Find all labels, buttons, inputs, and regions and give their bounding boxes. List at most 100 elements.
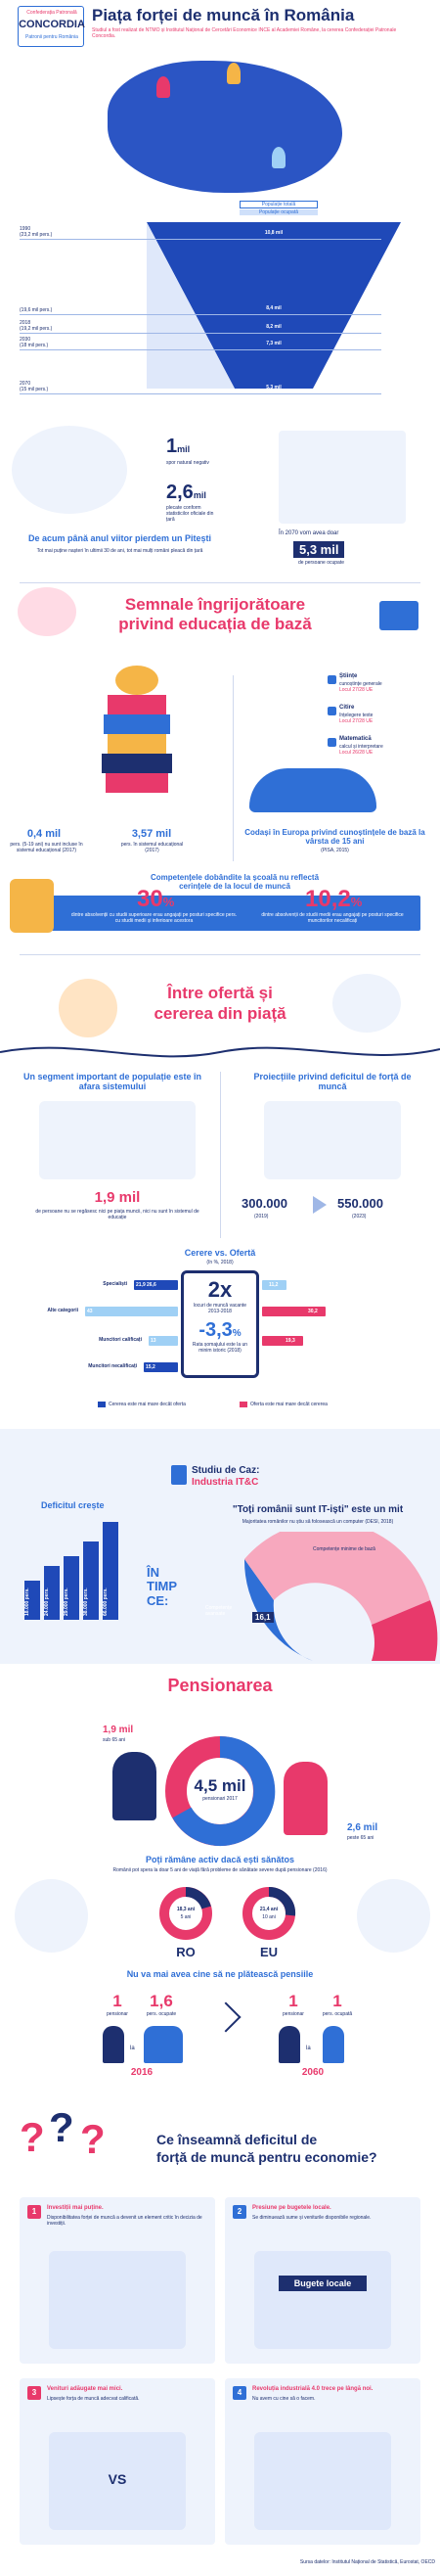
- funnel-legend: Populație totală Populație ocupată: [240, 201, 318, 215]
- education-illustration: [18, 587, 76, 636]
- it-deficit-label: 24.000 pers.: [44, 1587, 50, 1616]
- funnel-occupied: 5,3 mil: [266, 385, 282, 391]
- funnel-year: 1990: [20, 226, 31, 232]
- pitesti-illustration: [12, 426, 127, 514]
- deficit-card: 4 Revoluția industrială 4.0 trece pe lâng…: [225, 2378, 420, 2545]
- case-subtitle: Industria IT&C: [192, 1477, 259, 1488]
- shopping-illustration: [10, 879, 54, 933]
- donut-pct1: 16,1: [252, 1612, 274, 1623]
- card-text: Lipsește forța de muncă adecvat califica…: [47, 2396, 140, 2402]
- pension-left-text: sub 65 ani: [103, 1737, 126, 1743]
- active-sub: Românii pot spera la doar 5 ani de viață…: [112, 1867, 328, 1873]
- y2-left: 1: [288, 1992, 298, 2010]
- eu-v2: 10 ani: [262, 1914, 276, 1920]
- pitesti-right-big: 5,3 mil: [293, 541, 345, 558]
- cvo-left-bar: [85, 1307, 178, 1316]
- cvo-right-value: 30,2: [308, 1309, 318, 1314]
- pensioner-icon: [103, 2026, 124, 2063]
- supply-left-text: de persoane nu se regăsesc nici pe piața…: [35, 1209, 199, 1220]
- pitesti-caption: Tot mai puține nașteri în ultimii 30 de …: [36, 548, 203, 554]
- section-divider: [20, 582, 420, 583]
- eu-v1: 21,4 ani: [259, 1907, 279, 1912]
- legend-occupied: Populație ocupată: [240, 209, 318, 215]
- cvo-left-value: 21,9: [136, 1282, 146, 1288]
- cvo-row-label: Alte categorii: [47, 1308, 78, 1313]
- chevron-right-icon: [210, 2001, 242, 2033]
- page-title: Piața forței de muncă în România: [92, 6, 355, 24]
- pisa-desc: înțelegere texte: [339, 712, 374, 718]
- pisa-desc: cunoștințe generale: [339, 680, 382, 687]
- card-text: Disponibilitatea forței de muncă a deven…: [47, 2215, 202, 2227]
- pension-center-text: pensionari 2017: [202, 1796, 238, 1802]
- y1-left-lbl: pensionar: [107, 2011, 128, 2017]
- supply-title-1: Între ofertă și: [167, 984, 273, 1002]
- deficit-card: 3 Venituri adăugate mai mici. Lipsește for…: [20, 2378, 215, 2545]
- person-illustration: [156, 76, 170, 98]
- pitesti-num1: 1mil: [166, 436, 191, 457]
- skills-pct2: 10,2%: [305, 886, 363, 912]
- card-illustration: [254, 2251, 391, 2349]
- center-big2: -3,3%: [198, 1319, 242, 1341]
- supply-left-value: 1,9 mil: [94, 1189, 141, 1206]
- books-stack-illustration: [98, 666, 176, 812]
- y1-left: 1: [112, 1992, 122, 2010]
- card-text: Se diminuează sume și veniturile disponi…: [252, 2215, 372, 2221]
- page-subtitle: Studiul a fost realizat de NTMO și Insti…: [92, 27, 397, 39]
- pisa-source: (PISA, 2015): [321, 848, 349, 853]
- case-quote: "Toți românii sunt IT-iști" este un mit: [232, 1504, 404, 1515]
- card-title: Revoluția industrială 4.0 trece pe lângă…: [252, 2386, 374, 2392]
- skills-pct1-text: dintre absolvenții cu studii superioare …: [70, 912, 238, 924]
- deficit-title-1: Ce înseamnă deficitul de: [156, 2132, 318, 2147]
- cvo-left-value: 15,2: [146, 1364, 155, 1370]
- donut-label2: Competențe minime de bază: [313, 1546, 375, 1552]
- y2-year: 2060: [301, 2067, 325, 2078]
- funnel-total: (23,2 mil pers.): [20, 232, 53, 238]
- deficit-title: Deficitul crește: [41, 1500, 105, 1510]
- card-number: 4: [233, 2386, 246, 2400]
- deficit-title-2: forță de muncă pentru economie?: [156, 2149, 377, 2165]
- funnel-line: [20, 349, 381, 350]
- skills-pct1: 30%: [137, 886, 175, 912]
- cvo-row-label: Muncitori calificați: [99, 1337, 142, 1343]
- elderly-man-illustration: [112, 1752, 156, 1820]
- person-illustration: [227, 63, 241, 84]
- funnel-total: (19,6 mil pers.): [20, 307, 53, 313]
- elderly-woman-illustration: [284, 1762, 328, 1835]
- cvo-right-value: 19,3: [286, 1338, 295, 1344]
- ro-v1: 18,3 ani: [176, 1907, 196, 1912]
- center-text2: Rata șomajului este la un minim istoric …: [192, 1342, 248, 1354]
- it-deficit-bar: [24, 1581, 40, 1620]
- card-title: Investiții mai puține.: [47, 2205, 104, 2211]
- chart-board-illustration: [264, 1101, 401, 1179]
- donut-label1: Competențe avansate: [205, 1605, 233, 1617]
- card-illustration: [49, 2432, 186, 2530]
- column-divider: [233, 675, 234, 861]
- funnel-occupied: 8,2 mil: [266, 324, 282, 330]
- it-deficit-label: 66.000 pers.: [103, 1587, 109, 1616]
- legend-total: Populație totală: [240, 201, 318, 208]
- center-box: 2x locuri de muncă vacante 2013-2018 -3,…: [181, 1270, 259, 1378]
- supply-title-2: cererea din piață: [154, 1004, 286, 1023]
- exercise-illustration: [357, 1879, 430, 1953]
- y1-la: la: [130, 2046, 135, 2051]
- in-time-label: ÎN TIMP CE:: [147, 1565, 177, 1608]
- funnel-occupied: 7,3 mil: [266, 341, 282, 346]
- cvo-left-bar: [149, 1336, 178, 1346]
- cvo-right-bar: [262, 1280, 286, 1290]
- target-illustration: [332, 974, 401, 1033]
- wheelchair-illustration: [15, 1879, 88, 1953]
- funnel-line: [20, 393, 381, 394]
- skills-title: Competențele dobândite la școală nu refl…: [150, 873, 320, 891]
- active-title: Poți rămâne activ dacă ești sănătos: [145, 1855, 295, 1864]
- it-deficit-label: 29.000 pers.: [64, 1587, 69, 1616]
- ro-v2: 5 ani: [180, 1914, 192, 1920]
- pisa-icon: [328, 707, 336, 715]
- cvo-title: Cerere vs. Ofertă: [184, 1248, 256, 1258]
- wave-divider: [0, 1046, 440, 1058]
- budget-badge: Bugete locale: [279, 2276, 367, 2291]
- cvo-left-value: 43: [87, 1309, 93, 1314]
- pitesti-right-text: de persoane ocupate: [298, 560, 344, 566]
- education-title-2: privind educația de bază: [118, 615, 312, 633]
- logo-small-text: Confederația Patronală: [26, 10, 77, 16]
- proj1-year: (2019): [254, 1214, 269, 1219]
